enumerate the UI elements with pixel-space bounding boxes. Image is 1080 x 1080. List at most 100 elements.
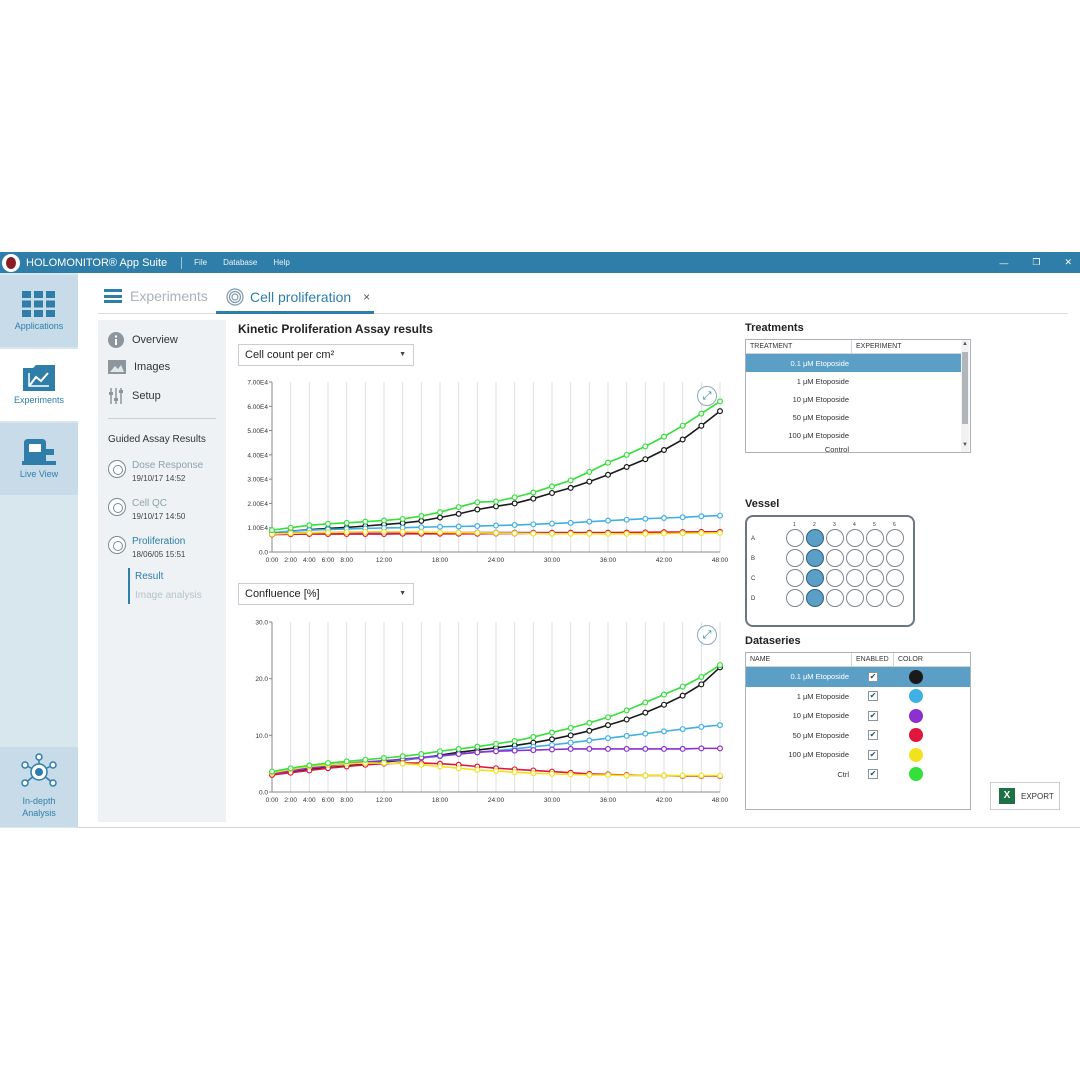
plate-well[interactable]	[846, 549, 864, 567]
plate-well[interactable]	[846, 569, 864, 587]
plate-well[interactable]	[806, 529, 824, 547]
data-point	[586, 478, 593, 485]
plate-well[interactable]	[806, 549, 824, 567]
plate-well[interactable]	[826, 569, 844, 587]
tab-cell-proliferation[interactable]: Cell proliferation ×	[216, 282, 374, 314]
plate-well[interactable]	[786, 569, 804, 587]
data-point	[511, 769, 518, 776]
menu-file[interactable]: File	[194, 258, 208, 267]
series-color-swatch[interactable]	[909, 689, 923, 704]
metric-select-bottom[interactable]: Confluence [%] ▼	[238, 583, 414, 605]
plate-well[interactable]	[826, 549, 844, 567]
data-point	[567, 739, 574, 746]
menu-help[interactable]: Help	[273, 258, 290, 267]
scrollbar-thumb[interactable]	[962, 352, 968, 424]
treatment-row[interactable]: 1 μM Etoposide	[746, 372, 962, 390]
dataseries-row[interactable]: 100 μM Etoposide ✔	[746, 745, 970, 765]
enabled-checkbox[interactable]: ✔	[868, 671, 878, 682]
series-color-swatch[interactable]	[909, 728, 923, 743]
assay-cell-qc[interactable]: Cell QC 19/10/17 14:50	[108, 498, 185, 521]
series-color-swatch[interactable]	[909, 747, 923, 762]
data-point	[698, 513, 705, 520]
data-point	[493, 503, 500, 510]
data-point	[474, 523, 481, 530]
assay-proliferation[interactable]: Proliferation 18/06/05 15:51	[108, 536, 185, 559]
treatment-row[interactable]: 100 μM Etoposide	[746, 426, 962, 444]
plate-well[interactable]	[826, 589, 844, 607]
nav-sub-item-image-analysis[interactable]: Image analysis	[135, 590, 202, 601]
scroll-down-icon[interactable]: ▼	[962, 442, 968, 448]
treatment-row[interactable]: 50 μM Etoposide	[746, 408, 962, 426]
plate-well[interactable]	[866, 589, 884, 607]
plate-well[interactable]	[866, 529, 884, 547]
rail-item-applications[interactable]: Applications	[0, 275, 78, 347]
enabled-checkbox[interactable]: ✔	[868, 710, 878, 721]
chart-folder-icon	[23, 365, 55, 391]
dataseries-row[interactable]: 10 μM Etoposide ✔	[746, 706, 970, 726]
scroll-up-icon[interactable]: ▲	[962, 341, 968, 347]
enabled-checkbox[interactable]: ✔	[868, 749, 878, 760]
rail-item-live-view[interactable]: Live View	[0, 423, 78, 495]
dataseries-row[interactable]: 0.1 μM Etoposide ✔	[746, 667, 970, 687]
plate-well[interactable]	[886, 549, 904, 567]
dataseries-table-header: NAME ENABLED COLOR	[746, 653, 970, 667]
close-window-button[interactable]: ✕	[1064, 257, 1072, 267]
rail-item-in-depth-analysis[interactable]: In-depth Analysis	[0, 747, 78, 827]
nav-sub-item-result[interactable]: Result	[135, 571, 164, 582]
series-color-swatch[interactable]	[909, 767, 923, 782]
assay-icon	[108, 498, 126, 516]
data-point	[642, 709, 649, 716]
nav-item-setup[interactable]: Setup	[108, 388, 161, 404]
plate-well[interactable]	[846, 589, 864, 607]
export-button[interactable]: X EXPORT	[990, 782, 1060, 810]
plate-well[interactable]	[886, 529, 904, 547]
data-point	[661, 772, 668, 779]
series-color-swatch[interactable]	[909, 669, 923, 684]
dataseries-row[interactable]: 1 μM Etoposide ✔	[746, 687, 970, 707]
plate-well[interactable]	[786, 589, 804, 607]
metric-select-top[interactable]: Cell count per cm² ▼	[238, 344, 414, 366]
plate-well[interactable]	[886, 569, 904, 587]
plate-well[interactable]	[806, 589, 824, 607]
hamburger-menu-icon[interactable]	[104, 289, 122, 303]
close-tab-icon[interactable]: ×	[363, 289, 371, 304]
assay-name: Cell QC	[132, 498, 168, 509]
treatment-row[interactable]: 10 μM Etoposide	[746, 390, 962, 408]
plate-well[interactable]	[846, 529, 864, 547]
data-point	[623, 745, 630, 752]
data-point	[493, 530, 500, 537]
nav-item-images[interactable]: Images	[108, 360, 170, 374]
nav-item-overview[interactable]: Overview	[108, 332, 178, 348]
menu-database[interactable]: Database	[223, 258, 258, 267]
restore-button[interactable]: ❐	[1032, 257, 1041, 267]
expand-chart-icon[interactable]: ⤢	[697, 386, 717, 406]
data-point	[679, 514, 686, 521]
tab-experiments[interactable]: Experiments	[104, 288, 208, 304]
series-color-swatch[interactable]	[909, 708, 923, 723]
enabled-checkbox[interactable]: ✔	[868, 691, 878, 702]
data-point	[661, 745, 668, 752]
data-point	[698, 745, 705, 752]
plate-well[interactable]	[826, 529, 844, 547]
minimize-button[interactable]: —	[999, 257, 1009, 268]
treatment-row[interactable]: Control	[746, 440, 962, 453]
dataseries-row[interactable]: Ctrl ✔	[746, 765, 970, 785]
expand-chart-icon[interactable]: ⤢	[697, 625, 717, 645]
plate-well[interactable]	[786, 549, 804, 567]
enabled-checkbox[interactable]: ✔	[868, 769, 878, 780]
plate-well[interactable]	[866, 569, 884, 587]
enabled-checkbox[interactable]: ✔	[868, 730, 878, 741]
data-point	[605, 722, 612, 729]
dataseries-row[interactable]: 50 μM Etoposide ✔	[746, 726, 970, 746]
data-point	[549, 483, 556, 490]
plate-well[interactable]	[886, 589, 904, 607]
plate-well[interactable]	[786, 529, 804, 547]
x-tick-label: 18:00	[432, 797, 449, 804]
plate-well[interactable]	[866, 549, 884, 567]
treatments-scrollbar[interactable]: ▲ ▼	[961, 340, 969, 452]
treatment-row[interactable]: 0.1 μM Etoposide	[746, 354, 962, 372]
rail-item-experiments[interactable]: Experiments	[0, 349, 78, 421]
assay-dose-response[interactable]: Dose Response 19/10/17 14:52	[108, 460, 203, 483]
data-point	[511, 737, 518, 744]
plate-well[interactable]	[806, 569, 824, 587]
